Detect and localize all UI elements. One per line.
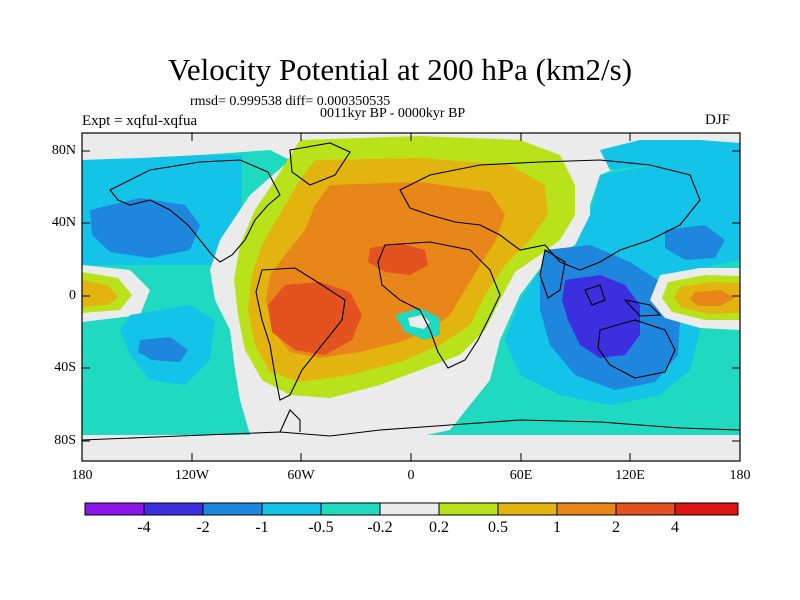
coast-borneo — [584, 284, 606, 306]
colorbar-box — [674, 502, 739, 516]
colorbar-box — [497, 502, 558, 516]
contour-field — [82, 133, 740, 461]
colorbar-box — [556, 502, 617, 516]
field-pos4-samerica — [268, 282, 362, 355]
colorbar-box — [143, 502, 204, 516]
chart-title: Velocity Potential at 200 hPa (km2/s) — [167, 52, 633, 87]
coast-australia — [597, 319, 676, 379]
lon-label: 180 — [71, 468, 93, 483]
lat-label: 40N — [51, 215, 76, 230]
colorbar-box — [320, 502, 381, 516]
lon-label: 120E — [615, 468, 645, 483]
lon-label: 60E — [509, 468, 533, 483]
coast-greenland — [289, 142, 351, 186]
field-neg4-maritime — [562, 275, 640, 358]
colorbar-label: 1 — [553, 519, 561, 536]
field-pos2-pacific-w — [82, 280, 118, 307]
lon-label: 60W — [287, 468, 315, 483]
colorbar-label: -0.5 — [308, 519, 334, 536]
colorbar-box — [379, 502, 440, 516]
lon-label: 180 — [729, 468, 751, 483]
colorbar-box — [84, 502, 145, 516]
stats-label: rmsd= 0.999538 diff= 0.000350535 — [190, 94, 391, 109]
coast-north-america — [109, 159, 281, 263]
field-neutral-arctic — [82, 133, 300, 152]
lat-label: 80N — [51, 143, 76, 158]
colorbar-box — [261, 502, 322, 516]
field-neg3-npacific — [90, 198, 200, 258]
coast-africa — [377, 241, 501, 369]
field-pos3-pacific-e — [690, 290, 735, 306]
lat-label: 40S — [54, 360, 76, 375]
colorbar-label: 0.2 — [429, 519, 449, 536]
colorbar-label: -0.2 — [367, 519, 393, 536]
colorbar — [84, 502, 739, 516]
coast-antarctic-peninsula — [279, 409, 301, 433]
coast-eurasia — [399, 159, 701, 271]
colorbar-label: -1 — [255, 519, 269, 536]
coast-new-guinea — [623, 299, 662, 317]
field-neg3-nwpacific — [665, 225, 725, 260]
colorbar-box — [615, 502, 676, 516]
colorbar-box — [438, 502, 499, 516]
lon-label: 0 — [407, 468, 415, 483]
coastlines — [82, 142, 740, 441]
field-neg3-spacific — [138, 337, 188, 362]
coast-india — [539, 249, 566, 299]
colorbar-label: -4 — [137, 519, 151, 536]
lat-label: 80S — [54, 433, 76, 448]
colorbar-box — [202, 502, 263, 516]
lat-ticks — [82, 150, 740, 442]
colorbar-label: 4 — [671, 519, 679, 536]
lon-label: 120W — [174, 468, 210, 483]
colorbar-label: -2 — [196, 519, 210, 536]
coast-south-america — [255, 267, 346, 401]
period-label: 0011kyr BP - 0000kyr BP — [320, 106, 466, 121]
coast-antarctica — [82, 419, 740, 441]
colorbar-label: 2 — [612, 519, 620, 536]
colorbar-label: 0.5 — [488, 519, 508, 536]
season-label: DJF — [705, 112, 731, 128]
field-neg2-arctic-e — [600, 140, 740, 170]
experiment-label: Expt = xqful-xqfua — [82, 113, 198, 129]
lat-label: 0 — [69, 288, 76, 303]
lon-ticks — [191, 133, 631, 461]
